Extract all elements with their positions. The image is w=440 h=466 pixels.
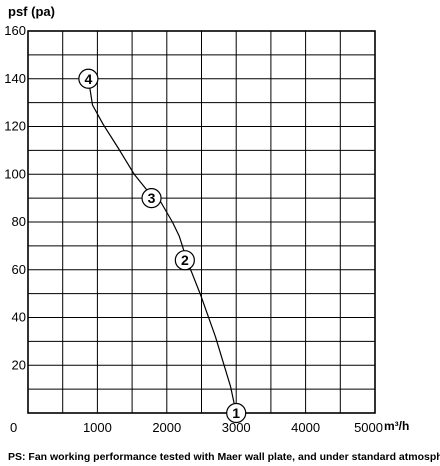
footnote: PS: Fan working performance tested with … <box>8 451 440 463</box>
y-tick-label: 40 <box>12 310 26 325</box>
marker-label: 1 <box>232 405 240 421</box>
x-tick-labels: 0 1000 2000 3000 4000 5000 <box>10 420 383 435</box>
marker-circle <box>174 250 195 271</box>
marker-circle <box>141 188 162 209</box>
y-tick-label: 20 <box>12 357 26 372</box>
y-tick-label: 160 <box>4 23 26 38</box>
marker-circle <box>78 68 99 89</box>
point-marker: 4 <box>78 68 99 89</box>
series-line <box>87 78 237 414</box>
y-tick-label: 140 <box>4 71 26 86</box>
y-axis-label: psf (pa) <box>8 4 55 19</box>
y-tick-label: 80 <box>12 214 26 229</box>
y-tick-label: 100 <box>4 166 26 181</box>
grid <box>28 31 375 413</box>
x-tick-label: 0 <box>10 420 17 435</box>
x-tick-label: 2000 <box>152 420 181 435</box>
y-tick-label: 120 <box>4 119 26 134</box>
marker-label: 2 <box>181 252 189 268</box>
y-tick-labels: 20 40 60 80 100 120 140 160 <box>4 23 26 372</box>
marker-circle <box>226 402 247 424</box>
markers: 1 2 3 4 <box>78 68 247 424</box>
x-tick-label: 3000 <box>222 420 251 435</box>
series <box>87 78 237 414</box>
marker-label: 3 <box>148 190 156 206</box>
x-axis-unit: m³/h <box>384 419 409 433</box>
x-tick-label: 1000 <box>83 420 112 435</box>
axis-frame <box>27 30 376 414</box>
x-tick-label: 4000 <box>291 420 320 435</box>
marker-label: 4 <box>84 71 92 87</box>
plot-frame <box>27 30 376 414</box>
y-tick-label: 60 <box>12 262 26 277</box>
point-marker: 1 <box>226 402 247 424</box>
point-marker: 2 <box>174 250 195 271</box>
point-marker: 3 <box>141 188 162 209</box>
x-tick-label: 5000 <box>354 420 383 435</box>
